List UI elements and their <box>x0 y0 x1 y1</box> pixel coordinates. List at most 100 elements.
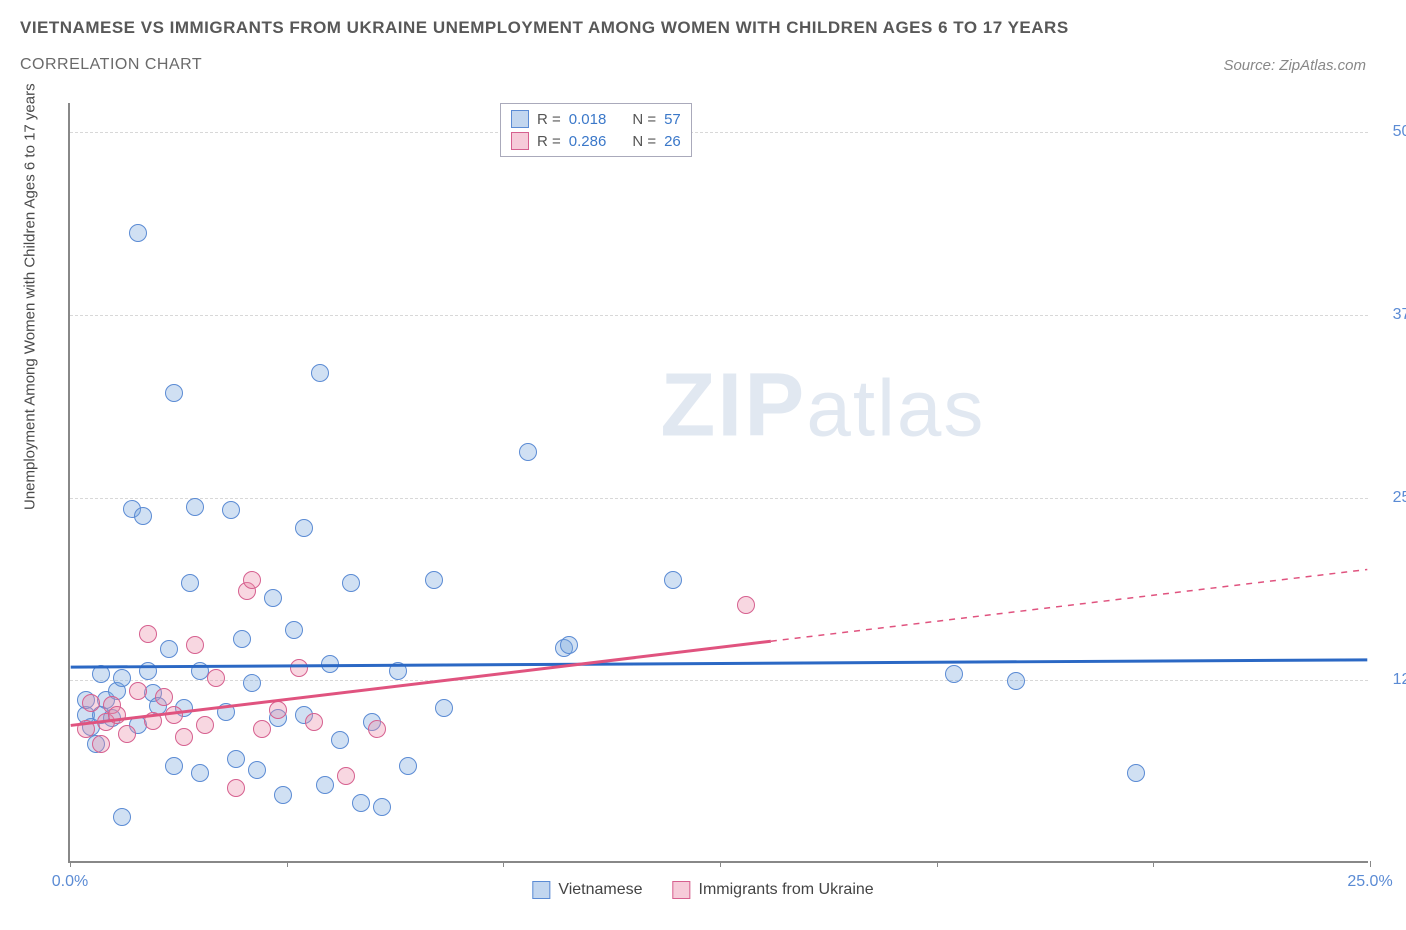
data-point <box>144 712 162 730</box>
data-point <box>399 757 417 775</box>
data-point <box>274 786 292 804</box>
data-point <box>191 764 209 782</box>
data-point <box>165 706 183 724</box>
stat-r-value: 0.286 <box>569 133 607 150</box>
legend-item-ukraine: Immigrants from Ukraine <box>673 881 874 899</box>
stats-row-vietnamese: R = 0.018 N = 57 <box>511 108 681 130</box>
legend: Vietnamese Immigrants from Ukraine <box>532 881 873 899</box>
data-point <box>664 571 682 589</box>
x-tick-mark <box>70 861 71 867</box>
data-point <box>425 571 443 589</box>
data-point <box>92 735 110 753</box>
data-point <box>305 713 323 731</box>
stat-label: N = <box>632 133 656 150</box>
legend-item-vietnamese: Vietnamese <box>532 881 642 899</box>
data-point <box>77 720 95 738</box>
chart-title: VIETNAMESE VS IMMIGRANTS FROM UKRAINE UN… <box>20 18 1386 38</box>
data-point <box>331 731 349 749</box>
x-tick-mark <box>287 861 288 867</box>
swatch-blue-icon <box>532 881 550 899</box>
data-point <box>155 688 173 706</box>
x-tick-label: 0.0% <box>52 873 88 891</box>
stat-label: R = <box>537 133 561 150</box>
y-tick-label: 37.5% <box>1378 306 1406 324</box>
swatch-blue-icon <box>511 110 529 128</box>
data-point <box>129 682 147 700</box>
stat-n-value: 57 <box>664 111 681 128</box>
data-point <box>285 621 303 639</box>
gridline <box>70 315 1368 316</box>
trend-lines <box>70 103 1368 861</box>
x-tick-mark <box>1153 861 1154 867</box>
data-point <box>295 519 313 537</box>
y-axis-label: Unemployment Among Women with Children A… <box>22 490 39 510</box>
data-point <box>181 574 199 592</box>
data-point <box>1007 672 1025 690</box>
x-tick-mark <box>1370 861 1371 867</box>
stat-label: N = <box>632 111 656 128</box>
watermark: ZIPatlas <box>660 355 985 458</box>
data-point <box>207 669 225 687</box>
data-point <box>82 694 100 712</box>
data-point <box>342 574 360 592</box>
data-point <box>139 662 157 680</box>
data-point <box>165 757 183 775</box>
plot-area: ZIPatlas R = 0.018 N = 57 R = 0.286 N = … <box>68 103 1368 863</box>
x-tick-mark <box>937 861 938 867</box>
data-point <box>435 699 453 717</box>
watermark-atlas: atlas <box>806 364 985 453</box>
data-point <box>316 776 334 794</box>
swatch-pink-icon <box>511 132 529 150</box>
data-point <box>227 750 245 768</box>
data-point <box>337 767 355 785</box>
source-attribution: Source: ZipAtlas.com <box>1223 57 1386 74</box>
data-point <box>264 589 282 607</box>
y-tick-label: 25.0% <box>1378 489 1406 507</box>
chart-container: Unemployment Among Women with Children A… <box>20 95 1386 905</box>
stats-box: R = 0.018 N = 57 R = 0.286 N = 26 <box>500 103 692 157</box>
x-tick-mark <box>720 861 721 867</box>
watermark-zip: ZIP <box>660 356 806 456</box>
gridline <box>70 680 1368 681</box>
data-point <box>248 761 266 779</box>
y-tick-label: 50.0% <box>1378 123 1406 141</box>
data-point <box>243 571 261 589</box>
data-point <box>269 701 287 719</box>
x-tick-label: 25.0% <box>1347 873 1392 891</box>
swatch-pink-icon <box>673 881 691 899</box>
data-point <box>253 720 271 738</box>
stat-n-value: 26 <box>664 133 681 150</box>
data-point <box>186 498 204 516</box>
gridline <box>70 132 1368 133</box>
data-point <box>945 665 963 683</box>
data-point <box>227 779 245 797</box>
data-point <box>373 798 391 816</box>
data-point <box>129 224 147 242</box>
data-point <box>352 794 370 812</box>
data-point <box>118 725 136 743</box>
data-point <box>139 625 157 643</box>
data-point <box>160 640 178 658</box>
chart-subtitle: CORRELATION CHART <box>20 56 202 74</box>
y-tick-label: 12.5% <box>1378 671 1406 689</box>
data-point <box>311 364 329 382</box>
data-point <box>321 655 339 673</box>
data-point <box>519 443 537 461</box>
data-point <box>113 808 131 826</box>
data-point <box>389 662 407 680</box>
data-point <box>196 716 214 734</box>
data-point <box>737 596 755 614</box>
data-point <box>175 728 193 746</box>
data-point <box>368 720 386 738</box>
stat-r-value: 0.018 <box>569 111 607 128</box>
data-point <box>134 507 152 525</box>
x-tick-mark <box>503 861 504 867</box>
stat-label: R = <box>537 111 561 128</box>
legend-label: Immigrants from Ukraine <box>699 881 874 899</box>
data-point <box>108 706 126 724</box>
data-point <box>1127 764 1145 782</box>
data-point <box>165 384 183 402</box>
data-point <box>290 659 308 677</box>
data-point <box>243 674 261 692</box>
data-point <box>233 630 251 648</box>
